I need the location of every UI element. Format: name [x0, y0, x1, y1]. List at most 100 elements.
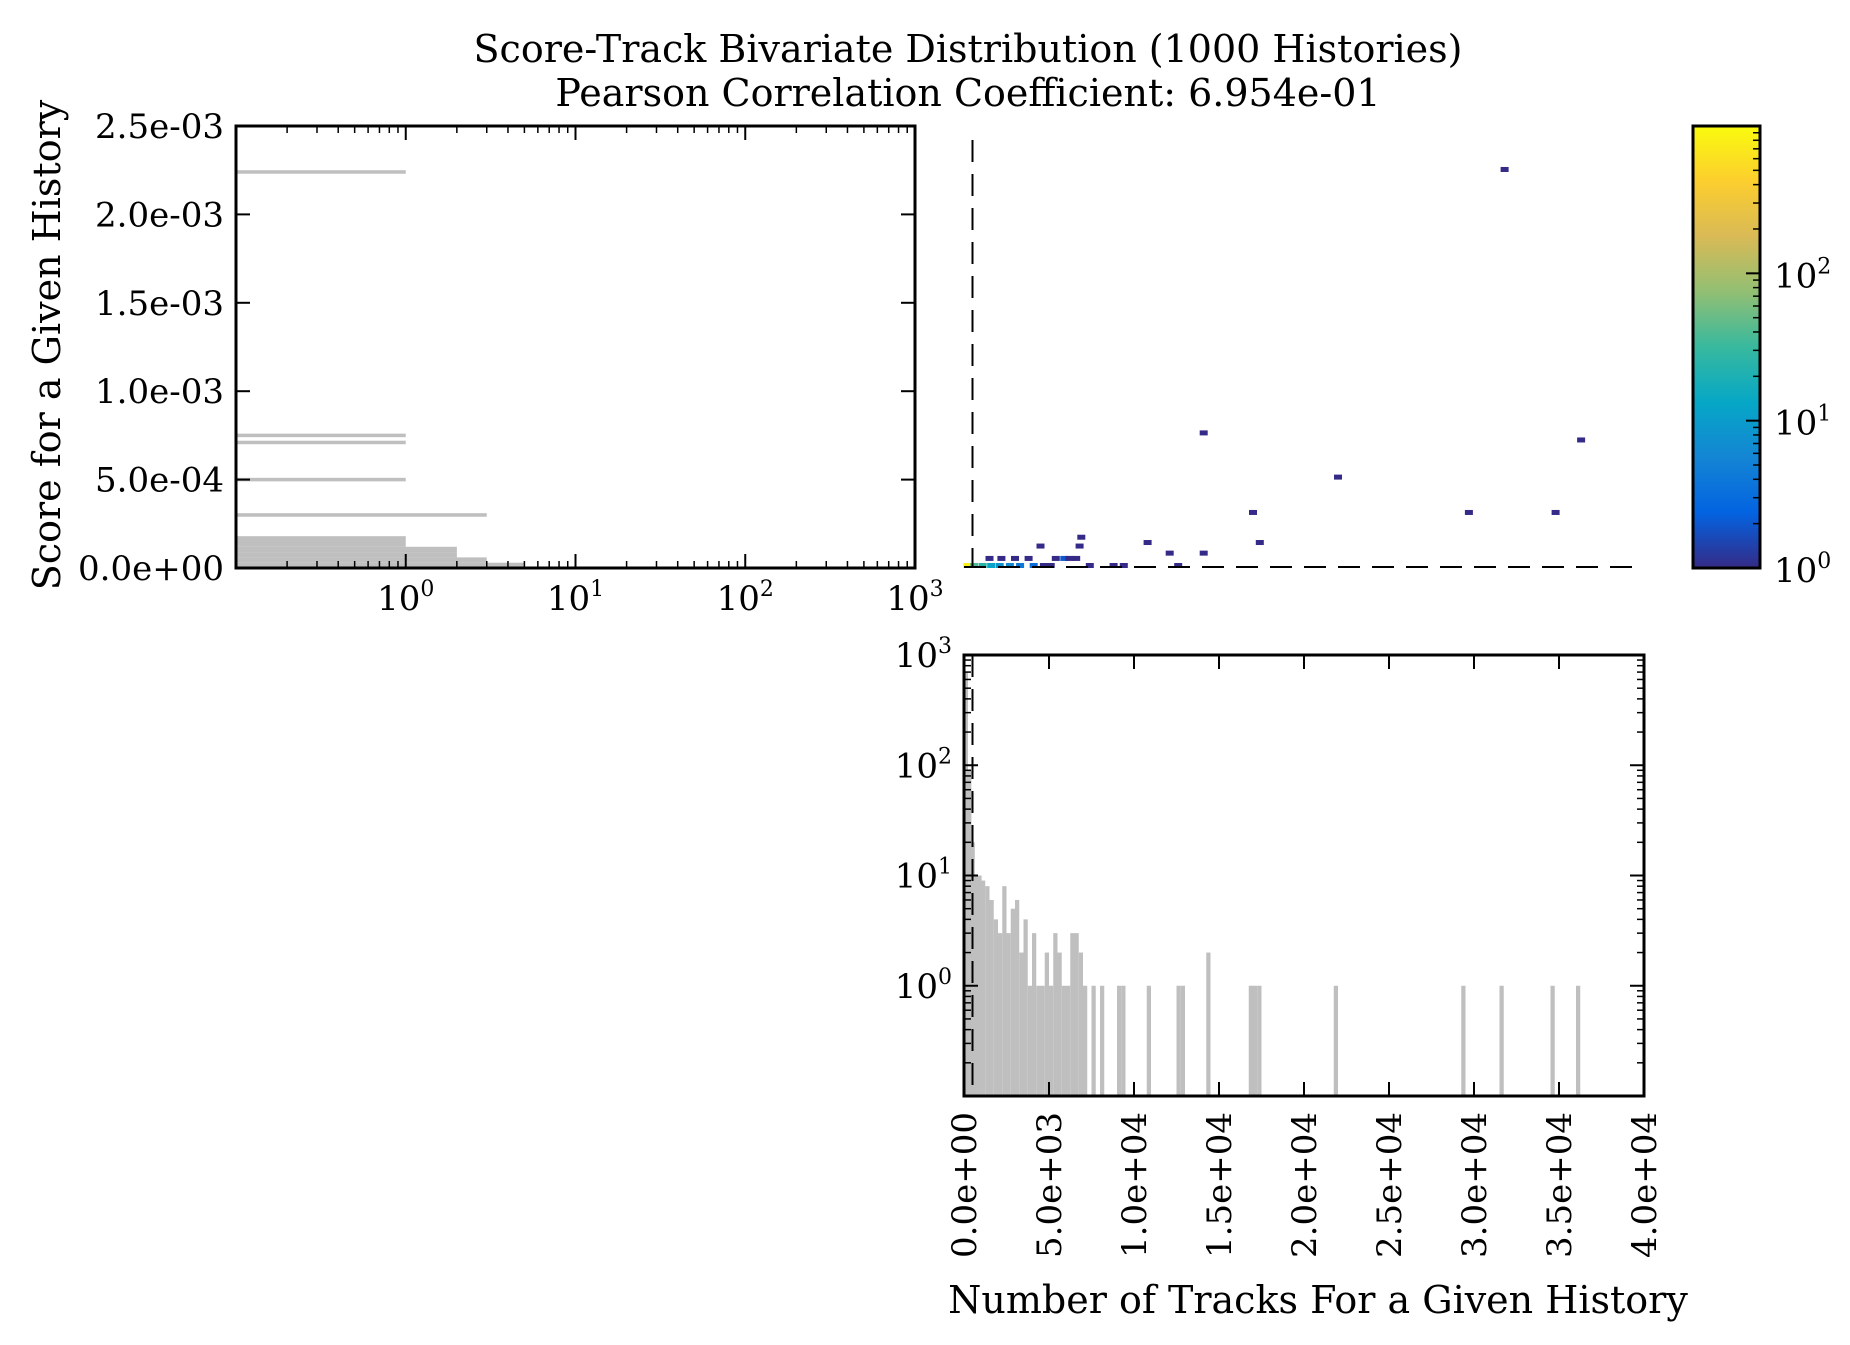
track-bar: [1078, 952, 1083, 1096]
heatmap-cell: [1500, 166, 1509, 172]
heatmap-cell: [1046, 563, 1055, 568]
heatmap-cell: [1249, 509, 1257, 515]
track-bar: [1015, 899, 1020, 1096]
score-x-tick-label: 102: [717, 577, 774, 619]
track-bar: [1333, 985, 1338, 1096]
track-bar: [1066, 985, 1071, 1096]
heatmap-cell: [1036, 543, 1045, 549]
track-x-tick-label: 0.0e+00: [945, 1112, 985, 1258]
track-bar: [1146, 985, 1151, 1096]
track-bar: [1032, 933, 1037, 1096]
track-bar: [1023, 919, 1028, 1096]
heatmap-cell: [1077, 534, 1086, 540]
track-x-tick-label: 2.5e+04: [1370, 1112, 1410, 1258]
score-bar: [236, 557, 487, 563]
heatmap-cell: [1029, 563, 1038, 568]
track-bar: [1180, 985, 1185, 1096]
x-axis-label: Number of Tracks For a Given History: [948, 1278, 1688, 1322]
track-bar: [1206, 952, 1211, 1096]
score-axes-frame: [234, 124, 917, 570]
colorbar-tick-label: 102: [1774, 254, 1831, 296]
track-bar: [1053, 933, 1058, 1096]
heatmap-cell: [963, 563, 972, 568]
score-x-tick-label: 103: [886, 577, 943, 619]
colorbar: 100 101 102: [1691, 124, 1831, 591]
track-y-tick-label: 101: [895, 855, 952, 897]
track-x-tick-label: 5.0e+03: [1030, 1112, 1070, 1258]
track-x-tick-label: 3.5e+04: [1540, 1112, 1580, 1258]
heatmap-cell: [1334, 474, 1342, 480]
score-marginal-panel: 0.0e+00 5.0e-04 1.0e-03 1.5e-03 2.0e-03 2.5e-…: [78, 107, 944, 619]
heatmap-cell: [1016, 563, 1025, 568]
score-bar: [236, 552, 457, 558]
track-bar: [1061, 985, 1066, 1096]
track-x-tick-label: 1.0e+04: [1115, 1112, 1155, 1258]
track-marginal-panel: 100 101 102 103 0.0e+00 5.0e+03 1.0e+04 1.5e+04…: [895, 634, 1665, 1258]
chart-subtitle: Pearson Correlation Coefficient: 6.954e-…: [555, 71, 1380, 115]
heatmap-cell: [1174, 563, 1183, 568]
heatmap-cell: [1551, 509, 1560, 515]
bivariate-heatmap-panel: [963, 140, 1644, 568]
heatmap-cell: [1072, 555, 1081, 561]
colorbar-gradient: [1691, 124, 1762, 570]
heatmap-cell: [1011, 555, 1019, 561]
track-y-tick-label: 100: [895, 965, 952, 1007]
track-bar: [1100, 985, 1105, 1096]
track-bar: [977, 875, 982, 1096]
track-bar: [1027, 985, 1032, 1096]
heatmap-cell: [1109, 563, 1118, 568]
track-bar: [1499, 985, 1504, 1096]
track-bar: [1002, 886, 1007, 1096]
track-bar: [1006, 933, 1011, 1096]
track-bar: [1074, 933, 1079, 1096]
track-x-tick-label: 4.0e+04: [1625, 1112, 1665, 1258]
track-x-tick-label: 3.0e+04: [1455, 1112, 1495, 1258]
score-bar: [236, 477, 406, 482]
track-bar: [1176, 985, 1181, 1096]
score-bar: [236, 546, 457, 553]
score-y-tick-label: 1.5e-03: [95, 284, 224, 324]
track-bar: [989, 899, 994, 1096]
heatmap-cell: [1165, 550, 1174, 556]
track-bar: [1248, 985, 1253, 1096]
score-bar: [236, 541, 406, 547]
score-bar: [236, 513, 487, 517]
score-bar: [236, 170, 406, 174]
track-bar: [1040, 985, 1045, 1096]
score-y-tick-label: 2.5e-03: [95, 107, 224, 147]
track-bar: [1253, 985, 1258, 1096]
track-bar: [1091, 985, 1096, 1096]
track-bar: [1049, 985, 1054, 1096]
heatmap-cell: [1119, 563, 1128, 568]
track-bar: [1550, 985, 1555, 1096]
colorbar-tick-label: 100: [1774, 549, 1831, 591]
heatmap-cell: [995, 563, 1004, 568]
score-bar: [236, 433, 406, 438]
track-bar: [1083, 985, 1088, 1096]
heatmap-cell: [1039, 563, 1048, 568]
track-bar: [1044, 952, 1049, 1096]
track-y-tick-label: 102: [895, 744, 952, 786]
heatmap-cell: [1085, 563, 1094, 568]
score-y-tick-label: 2.0e-03: [95, 195, 224, 235]
heatmap-cell: [1199, 550, 1208, 556]
track-x-tick-label: 1.5e+04: [1200, 1112, 1240, 1258]
score-bar: [236, 440, 406, 445]
score-y-tick-label: 0.0e+00: [78, 549, 224, 589]
track-bar: [1576, 985, 1581, 1096]
heatmap-cell: [1199, 430, 1208, 436]
track-bar: [1257, 985, 1262, 1096]
track-x-tick-label: 2.0e+04: [1285, 1112, 1325, 1258]
track-bar: [1057, 952, 1062, 1096]
track-bar: [1117, 985, 1122, 1096]
track-bar: [981, 880, 986, 1096]
heatmap-cell: [1060, 555, 1069, 561]
track-bar: [964, 672, 968, 1096]
heatmap-cell: [1065, 555, 1074, 561]
track-bar: [1010, 908, 1015, 1096]
track-bar: [1461, 985, 1466, 1096]
score-y-tick-label: 1.0e-03: [95, 372, 224, 412]
chart-title: Score-Track Bivariate Distribution (1000…: [474, 27, 1463, 71]
heatmap-cell: [987, 563, 996, 568]
